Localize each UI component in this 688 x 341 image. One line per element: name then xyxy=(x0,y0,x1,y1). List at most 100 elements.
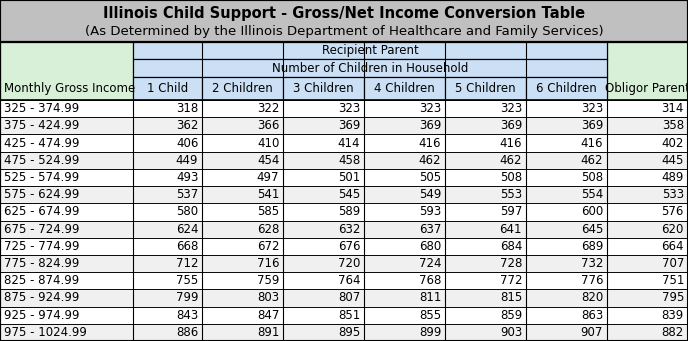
Text: 689: 689 xyxy=(581,240,603,253)
Bar xyxy=(0,134,688,152)
Text: 632: 632 xyxy=(338,223,361,236)
Text: Recipient Parent: Recipient Parent xyxy=(322,44,418,57)
Text: 728: 728 xyxy=(499,257,522,270)
Text: 975 - 1024.99: 975 - 1024.99 xyxy=(4,326,87,339)
Bar xyxy=(0,307,688,324)
Text: 811: 811 xyxy=(419,292,441,305)
Text: 675 - 724.99: 675 - 724.99 xyxy=(4,223,80,236)
Text: (As Determined by the Illinois Department of Healthcare and Family Services): (As Determined by the Illinois Departmen… xyxy=(85,25,603,38)
Bar xyxy=(133,77,202,100)
Text: 553: 553 xyxy=(500,188,522,201)
Text: 525 - 574.99: 525 - 574.99 xyxy=(4,171,79,184)
Text: 323: 323 xyxy=(338,102,361,115)
Bar xyxy=(0,221,688,238)
Text: 445: 445 xyxy=(662,154,684,167)
Bar xyxy=(607,42,688,100)
Text: 815: 815 xyxy=(500,292,522,305)
Text: 676: 676 xyxy=(338,240,361,253)
Text: 903: 903 xyxy=(500,326,522,339)
Text: 803: 803 xyxy=(257,292,279,305)
Text: 907: 907 xyxy=(581,326,603,339)
Text: 554: 554 xyxy=(581,188,603,201)
Bar xyxy=(0,255,688,272)
Bar xyxy=(0,117,688,134)
Text: 505: 505 xyxy=(419,171,441,184)
Text: 620: 620 xyxy=(662,223,684,236)
Text: 720: 720 xyxy=(338,257,361,270)
Text: 362: 362 xyxy=(176,119,198,132)
Text: 1 Child: 1 Child xyxy=(147,82,189,95)
Bar xyxy=(133,42,607,59)
Text: 416: 416 xyxy=(419,136,441,150)
Text: 593: 593 xyxy=(419,205,441,218)
Text: 851: 851 xyxy=(338,309,361,322)
Text: 462: 462 xyxy=(419,154,441,167)
Bar xyxy=(133,59,607,77)
Text: 899: 899 xyxy=(419,326,441,339)
Text: 323: 323 xyxy=(581,102,603,115)
Text: 497: 497 xyxy=(257,171,279,184)
Text: 772: 772 xyxy=(499,274,522,287)
Text: 4 Children: 4 Children xyxy=(374,82,435,95)
Bar xyxy=(0,0,688,42)
Text: 863: 863 xyxy=(581,309,603,322)
Text: 402: 402 xyxy=(662,136,684,150)
Text: 416: 416 xyxy=(499,136,522,150)
Text: 458: 458 xyxy=(338,154,361,167)
Text: 358: 358 xyxy=(662,119,684,132)
Text: 508: 508 xyxy=(581,171,603,184)
Text: 369: 369 xyxy=(499,119,522,132)
Text: 668: 668 xyxy=(176,240,198,253)
Bar xyxy=(0,186,688,203)
Text: 454: 454 xyxy=(257,154,279,167)
Text: 410: 410 xyxy=(257,136,279,150)
Text: 855: 855 xyxy=(419,309,441,322)
Text: 414: 414 xyxy=(338,136,361,150)
Bar xyxy=(0,0,688,42)
Text: 847: 847 xyxy=(257,309,279,322)
Text: 576: 576 xyxy=(662,205,684,218)
Text: 875 - 924.99: 875 - 924.99 xyxy=(4,292,79,305)
Bar xyxy=(0,238,688,255)
Text: 323: 323 xyxy=(500,102,522,115)
Text: 549: 549 xyxy=(419,188,441,201)
Text: 2 Children: 2 Children xyxy=(213,82,273,95)
Bar xyxy=(0,152,688,169)
Text: 575 - 624.99: 575 - 624.99 xyxy=(4,188,79,201)
Text: Obligor Parent: Obligor Parent xyxy=(605,82,688,95)
Text: 533: 533 xyxy=(662,188,684,201)
Text: 318: 318 xyxy=(176,102,198,115)
Text: 645: 645 xyxy=(581,223,603,236)
Bar xyxy=(202,77,283,100)
Text: 501: 501 xyxy=(338,171,361,184)
Text: 5 Children: 5 Children xyxy=(455,82,516,95)
Bar xyxy=(0,324,688,341)
Text: 764: 764 xyxy=(338,274,361,287)
Text: 680: 680 xyxy=(419,240,441,253)
Bar xyxy=(0,169,688,186)
Text: 589: 589 xyxy=(338,205,361,218)
Text: 807: 807 xyxy=(338,292,361,305)
Text: 600: 600 xyxy=(581,205,603,218)
Bar xyxy=(445,77,526,100)
Text: 776: 776 xyxy=(581,274,603,287)
Text: 624: 624 xyxy=(176,223,198,236)
Text: 537: 537 xyxy=(176,188,198,201)
Text: Illinois Child Support - Gross/Net Income Conversion Table: Illinois Child Support - Gross/Net Incom… xyxy=(103,6,585,21)
Text: 493: 493 xyxy=(176,171,198,184)
Bar xyxy=(0,290,688,307)
Text: 759: 759 xyxy=(257,274,279,287)
Text: 6 Children: 6 Children xyxy=(536,82,597,95)
Bar xyxy=(0,100,688,117)
Text: 375 - 424.99: 375 - 424.99 xyxy=(4,119,79,132)
Text: 859: 859 xyxy=(500,309,522,322)
Bar xyxy=(0,42,688,100)
Text: 768: 768 xyxy=(419,274,441,287)
Text: 775 - 824.99: 775 - 824.99 xyxy=(4,257,79,270)
Text: 716: 716 xyxy=(257,257,279,270)
Bar xyxy=(0,42,133,100)
Text: 843: 843 xyxy=(176,309,198,322)
Text: 416: 416 xyxy=(581,136,603,150)
Text: 795: 795 xyxy=(662,292,684,305)
Bar xyxy=(364,77,445,100)
